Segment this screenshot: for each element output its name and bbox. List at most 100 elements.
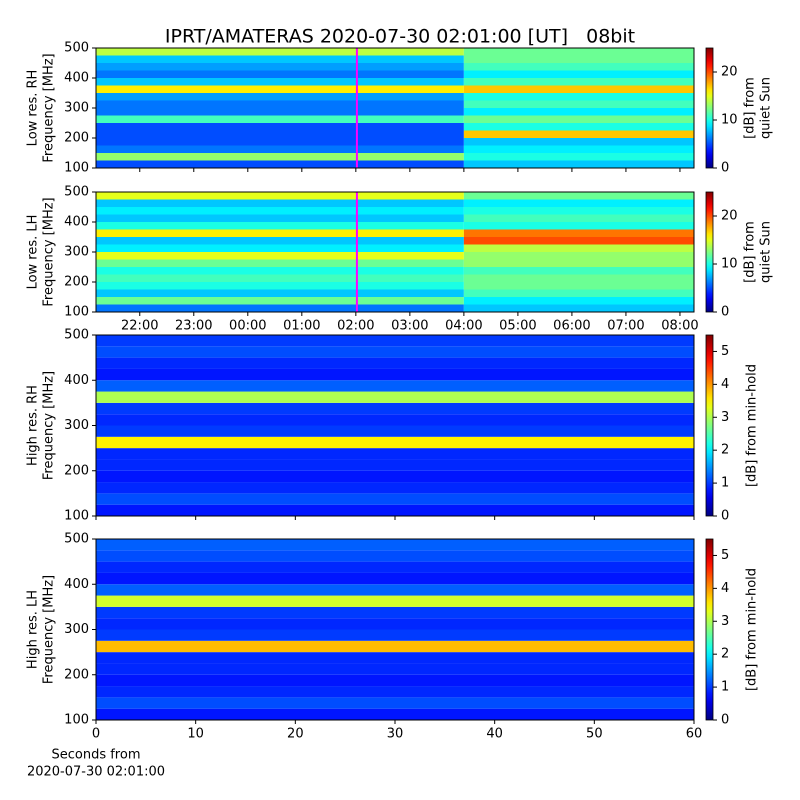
colorbar-label: [dB] from min-hold	[745, 364, 760, 487]
colorbar-label: quiet Sun	[759, 221, 774, 283]
heatmap-cell	[96, 115, 464, 123]
y-tick-label: 100	[64, 713, 89, 728]
heatmap-cell	[463, 85, 694, 93]
heatmap-cell	[96, 78, 464, 86]
heatmap-cell	[96, 346, 694, 358]
y-axis-label: Low res. RH	[26, 70, 41, 147]
heatmap-cell	[96, 606, 694, 619]
heatmap-cell	[463, 153, 694, 161]
colorbar-tick-label: 10	[721, 257, 738, 272]
x-axis-label: 2020-07-30 02:01:00	[27, 765, 165, 780]
heatmap-cell	[96, 652, 694, 664]
y-axis-label: Frequency [MHz]	[42, 371, 57, 480]
heatmap-cell	[463, 48, 694, 56]
heatmap-cell	[96, 629, 694, 641]
x-tick-label: 04:00	[445, 319, 482, 334]
heatmap-cell	[96, 48, 464, 56]
heatmap-cell	[96, 459, 694, 471]
y-tick-label: 300	[64, 245, 89, 260]
x-tick-label: 23:00	[175, 319, 212, 334]
heatmap-cell	[96, 414, 694, 426]
colorbar-tick-label: 2	[721, 647, 729, 662]
x-tick-label: 01:00	[283, 319, 320, 334]
y-tick-label: 200	[64, 463, 89, 478]
x-tick-label: 06:00	[553, 319, 590, 334]
heatmap-cell	[463, 55, 694, 63]
heatmap-cell	[96, 108, 464, 116]
heatmap-cell	[96, 550, 694, 562]
heatmap-cell	[96, 663, 694, 675]
heatmap-cell	[96, 267, 464, 275]
heatmap-cell	[96, 297, 464, 305]
heatmap-cell	[463, 289, 694, 297]
heatmap-cell	[463, 199, 694, 207]
y-tick-label: 400	[64, 71, 89, 86]
heatmap-cell	[96, 674, 694, 687]
heatmap-cell	[463, 108, 694, 116]
colorbar-tick-label: 3	[721, 614, 729, 629]
y-axis-label: Frequency [MHz]	[42, 53, 57, 162]
colorbar-tick-label: 0	[721, 161, 729, 176]
heatmap-cell	[96, 130, 464, 138]
x-tick-label: 50	[586, 727, 603, 742]
heatmap-cell	[96, 222, 464, 230]
heatmap-cell	[463, 192, 694, 200]
y-tick-label: 300	[64, 418, 89, 433]
heatmap-cell	[96, 368, 694, 381]
heatmap-cell	[96, 482, 694, 494]
heatmap-cell	[96, 539, 694, 551]
x-tick-label: 10	[187, 727, 204, 742]
heatmap-cell	[96, 425, 694, 437]
heatmap-cell	[96, 100, 464, 108]
colorbar	[705, 538, 714, 721]
heatmap-cell	[96, 85, 464, 93]
heatmap-cell	[96, 192, 464, 200]
colorbar-label: [dB] from min-hold	[745, 568, 760, 691]
heatmap-cell	[96, 640, 694, 653]
y-axis-label: High res. LH	[26, 590, 41, 669]
colorbar	[705, 47, 714, 169]
y-tick-label: 200	[64, 131, 89, 146]
colorbar-tick-label: 1	[721, 680, 729, 695]
colorbar-tick-label: 3	[721, 410, 729, 425]
y-tick-label: 200	[64, 667, 89, 682]
heatmap-cell	[96, 282, 464, 290]
heatmap-cell	[96, 199, 464, 207]
y-axis-label: Frequency [MHz]	[42, 575, 57, 684]
heatmap-cell	[96, 561, 694, 573]
y-tick-label: 500	[64, 328, 89, 343]
y-tick-label: 100	[64, 509, 89, 524]
heatmap-cell	[463, 130, 694, 138]
heatmap-cell	[96, 214, 464, 222]
heatmap-cell	[96, 436, 694, 449]
colorbar-tick-label: 20	[721, 65, 738, 80]
y-axis-label: High res. RH	[26, 385, 41, 466]
x-tick-label: 30	[387, 727, 404, 742]
colorbar-tick-label: 5	[721, 344, 729, 359]
y-tick-label: 400	[64, 373, 89, 388]
heatmap-cell	[463, 252, 694, 260]
heatmap-cell	[96, 237, 464, 245]
heatmap-cell	[463, 282, 694, 290]
figure-title: IPRT/AMATERAS 2020-07-30 02:01:00 [UT] 0…	[165, 26, 635, 48]
colorbar	[705, 334, 714, 517]
heatmap-cell	[96, 153, 464, 161]
colorbar-tick-label: 0	[721, 509, 729, 524]
heatmap-cell	[96, 448, 694, 460]
colorbar-tick-label: 5	[721, 548, 729, 563]
heatmap-cell	[96, 160, 464, 168]
y-axis-label: Low res. LH	[26, 215, 41, 290]
heatmap-cell	[463, 304, 694, 312]
heatmap-cell	[463, 297, 694, 305]
colorbar-label: [dB] from	[743, 221, 758, 283]
heatmap-cell	[463, 237, 694, 245]
heatmap-cell	[96, 304, 464, 312]
x-tick-label: 20	[287, 727, 304, 742]
heatmap-cell	[463, 222, 694, 230]
x-tick-label: 08:00	[661, 319, 698, 334]
colorbar-tick-label: 0	[721, 305, 729, 320]
colorbar	[705, 191, 714, 313]
heatmap-cell	[96, 207, 464, 215]
x-tick-label: 02:00	[337, 319, 374, 334]
